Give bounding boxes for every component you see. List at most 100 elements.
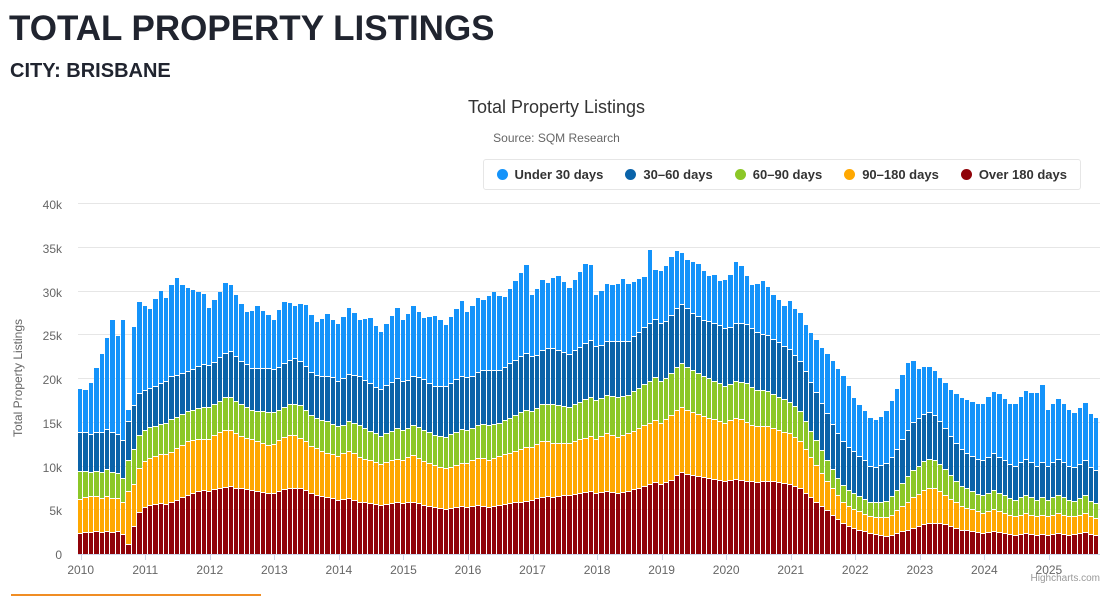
bar-segment[interactable]: [1018, 514, 1023, 534]
bar-segment[interactable]: [975, 458, 980, 494]
bar-segment[interactable]: [432, 386, 438, 435]
bar-segment[interactable]: [142, 506, 147, 554]
bar-segment[interactable]: [690, 261, 696, 313]
stacked-bar-month[interactable]: [620, 204, 626, 554]
bar-segment[interactable]: [615, 492, 620, 554]
bar-segment[interactable]: [110, 532, 115, 554]
bar-segment[interactable]: [771, 428, 776, 482]
bar-segment[interactable]: [830, 360, 835, 424]
bar-segment[interactable]: [825, 459, 830, 481]
bar-segment[interactable]: [798, 360, 803, 412]
bar-segment[interactable]: [787, 349, 792, 402]
bar-segment[interactable]: [642, 485, 647, 554]
bar-segment[interactable]: [266, 412, 271, 445]
bar-segment[interactable]: [948, 475, 954, 499]
stacked-bar-month[interactable]: [868, 204, 873, 554]
bar-segment[interactable]: [706, 378, 712, 418]
bar-segment[interactable]: [690, 312, 696, 371]
bar-segment[interactable]: [1013, 534, 1018, 554]
stacked-bar-month[interactable]: [147, 204, 153, 554]
bar-segment[interactable]: [803, 371, 808, 421]
bar-segment[interactable]: [309, 445, 314, 493]
stacked-bar-month[interactable]: [782, 204, 787, 554]
bar-segment[interactable]: [309, 492, 314, 554]
bar-segment[interactable]: [190, 492, 196, 554]
bar-segment[interactable]: [927, 458, 932, 489]
bar-segment[interactable]: [723, 280, 728, 329]
bar-segment[interactable]: [78, 470, 83, 499]
bar-segment[interactable]: [583, 399, 588, 438]
bar-segment[interactable]: [1083, 402, 1088, 461]
bar-segment[interactable]: [459, 301, 464, 376]
bar-segment[interactable]: [368, 460, 373, 504]
bar-segment[interactable]: [513, 281, 518, 360]
stacked-bar-month[interactable]: [706, 204, 712, 554]
bar-segment[interactable]: [604, 394, 610, 434]
bar-segment[interactable]: [115, 531, 120, 554]
stacked-bar-month[interactable]: [341, 204, 346, 554]
bar-segment[interactable]: [341, 378, 346, 425]
stacked-bar-month[interactable]: [599, 204, 604, 554]
bar-segment[interactable]: [862, 531, 868, 554]
bar-segment[interactable]: [481, 457, 486, 506]
stacked-bar-month[interactable]: [680, 204, 685, 554]
bar-segment[interactable]: [830, 514, 835, 554]
bar-segment[interactable]: [459, 375, 464, 429]
bar-segment[interactable]: [540, 404, 545, 442]
bar-segment[interactable]: [475, 457, 481, 505]
bar-segment[interactable]: [1093, 518, 1099, 535]
bar-segment[interactable]: [1045, 409, 1050, 466]
bar-segment[interactable]: [83, 432, 88, 471]
bar-segment[interactable]: [83, 497, 88, 533]
bar-segment[interactable]: [395, 428, 400, 459]
bar-segment[interactable]: [905, 363, 911, 430]
bar-segment[interactable]: [470, 505, 475, 554]
bar-segment[interactable]: [287, 302, 292, 360]
bar-segment[interactable]: [873, 420, 878, 467]
stacked-bar-month[interactable]: [846, 204, 851, 554]
stacked-bar-month[interactable]: [1034, 204, 1040, 554]
bar-segment[interactable]: [276, 366, 282, 410]
stacked-bar-month[interactable]: [1088, 204, 1093, 554]
bar-segment[interactable]: [228, 351, 233, 397]
stacked-bar-month[interactable]: [513, 204, 518, 554]
stacked-bar-month[interactable]: [190, 204, 196, 554]
bar-segment[interactable]: [121, 320, 126, 441]
bar-segment[interactable]: [766, 480, 771, 554]
bar-segment[interactable]: [916, 493, 921, 526]
bar-segment[interactable]: [153, 426, 158, 456]
stacked-bar-month[interactable]: [336, 204, 341, 554]
bar-segment[interactable]: [943, 469, 948, 495]
bar-segment[interactable]: [706, 321, 712, 379]
bar-segment[interactable]: [465, 463, 470, 507]
bar-segment[interactable]: [782, 431, 787, 484]
bar-segment[interactable]: [201, 407, 206, 440]
bar-segment[interactable]: [1050, 533, 1056, 554]
bar-segment[interactable]: [282, 436, 287, 490]
bar-segment[interactable]: [792, 436, 798, 486]
bar-segment[interactable]: [787, 484, 792, 554]
stacked-bar-month[interactable]: [115, 204, 120, 554]
bar-segment[interactable]: [572, 280, 577, 351]
bar-segment[interactable]: [448, 382, 454, 435]
bar-segment[interactable]: [868, 516, 873, 533]
bar-segment[interactable]: [158, 382, 163, 424]
bar-segment[interactable]: [1088, 500, 1093, 517]
bar-segment[interactable]: [287, 359, 292, 405]
bar-segment[interactable]: [556, 350, 561, 406]
bar-segment[interactable]: [626, 340, 631, 395]
bar-segment[interactable]: [954, 480, 959, 503]
bar-segment[interactable]: [282, 363, 287, 407]
bar-segment[interactable]: [599, 290, 604, 345]
bar-segment[interactable]: [852, 398, 857, 451]
bar-segment[interactable]: [771, 393, 776, 428]
bar-segment[interactable]: [319, 375, 325, 421]
bar-segment[interactable]: [78, 431, 83, 471]
stacked-bar-month[interactable]: [169, 204, 174, 554]
bar-segment[interactable]: [174, 499, 180, 554]
bar-segment[interactable]: [491, 291, 497, 371]
stacked-bar-month[interactable]: [1002, 204, 1007, 554]
bar-segment[interactable]: [83, 532, 88, 554]
bar-segment[interactable]: [362, 379, 368, 428]
stacked-bar-month[interactable]: [970, 204, 975, 554]
